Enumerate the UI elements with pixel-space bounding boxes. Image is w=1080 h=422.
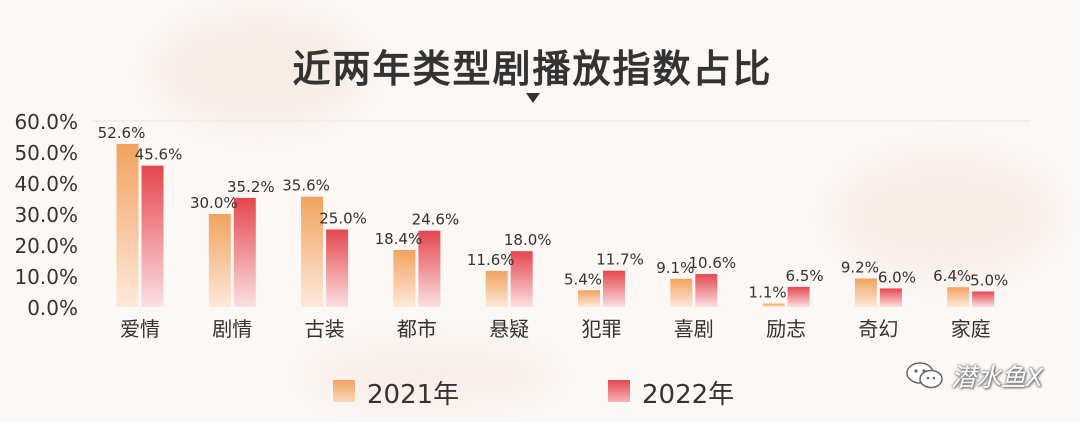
bar-value-label: 35.2% [227,178,275,196]
bar-2021 [854,278,877,307]
bar-value-label: 9.2% [841,259,879,277]
bar-value-label: 1.1% [749,284,787,302]
bar-2022 [879,288,902,307]
wechat-icon [906,362,943,389]
legend: 2021年 2022年 [0,372,1080,412]
bar-value-label: 45.6% [135,146,183,164]
bar-2022 [695,274,718,307]
y-tick-label: 30.0% [14,203,78,227]
x-tick-label: 犯罪 [582,317,622,341]
y-tick-label: 10.0% [14,265,78,289]
bar-value-label: 6.4% [933,267,971,285]
y-tick-label: 50.0% [14,141,78,165]
x-tick-label: 家庭 [951,317,991,341]
watermark: 潜水鱼X [905,358,1075,392]
bar-2021 [670,278,693,307]
bar-2021 [762,303,785,307]
x-tick-label: 励志 [766,317,806,341]
bar-2021 [947,287,970,307]
bar-2021 [393,250,416,307]
bar-2022 [418,230,441,307]
x-axis: 爱情 剧情 古装 都市 悬疑 犯罪 喜剧 励志 奇幻 家庭 [120,317,991,341]
x-tick-label: 奇幻 [858,317,898,341]
bar-2022 [510,251,533,307]
x-tick-label: 剧情 [212,317,252,341]
legend-label-2021: 2021年 [367,380,460,410]
x-tick-label: 古装 [305,317,345,341]
legend-label-2022: 2022年 [642,380,735,410]
bar-value-label: 10.6% [688,254,736,272]
x-tick-label: 喜剧 [674,317,714,341]
bar-value-label: 30.0% [190,194,238,212]
background-glow [830,150,1060,280]
bar-2021 [208,214,231,307]
y-axis: 0.0% 10.0% 20.0% 30.0% 40.0% 50.0% 60.0% [14,110,1030,320]
bar-value-label: 5.4% [564,270,602,288]
y-tick-label: 20.0% [14,234,78,258]
bar-value-label: 52.6% [98,124,146,142]
x-tick-label: 都市 [397,317,437,341]
bar-2022 [141,165,164,307]
bar-2022 [972,291,995,307]
x-tick-label: 悬疑 [489,317,529,341]
bar-2021 [116,143,139,307]
bar-2021 [485,271,508,307]
bar-2022 [603,270,625,307]
bar-labels: 52.6% 45.6% 30.0%35.2% 35.6% 25.0% 18.4%24.6%… [98,124,1009,302]
bar-2021 [578,290,600,307]
background-glow [150,10,370,130]
legend-swatch-2022 [608,380,630,402]
bar-value-label: 9.1% [656,259,694,277]
bar-value-label: 5.0% [970,272,1008,290]
bar-value-label: 35.6% [282,177,330,195]
legend-swatch-2021 [333,380,355,402]
y-tick-label: 40.0% [14,172,78,196]
title-down-triangle-icon [526,93,540,103]
bar-value-label: 6.0% [878,268,916,286]
bar-2022 [326,229,349,307]
y-tick-label: 60.0% [14,110,78,134]
watermark-text: 潜水鱼X [951,363,1044,392]
bar-value-label: 18.4% [375,230,423,248]
bar-2021 [301,196,324,307]
bar-2022 [233,197,256,307]
y-tick-label: 0.0% [27,296,78,320]
bar-value-label: 11.6% [467,251,515,269]
bar-value-label: 6.5% [786,267,824,285]
chart-title: 近两年类型剧播放指数占比 [292,47,773,91]
bar-value-label: 11.7% [596,251,644,269]
bar-value-label: 24.6% [412,211,460,229]
bar-value-label: 18.0% [504,231,552,249]
x-tick-label: 爱情 [120,317,160,341]
bars [116,143,995,307]
bar-2022 [787,286,810,307]
bar-value-label: 25.0% [319,210,367,228]
